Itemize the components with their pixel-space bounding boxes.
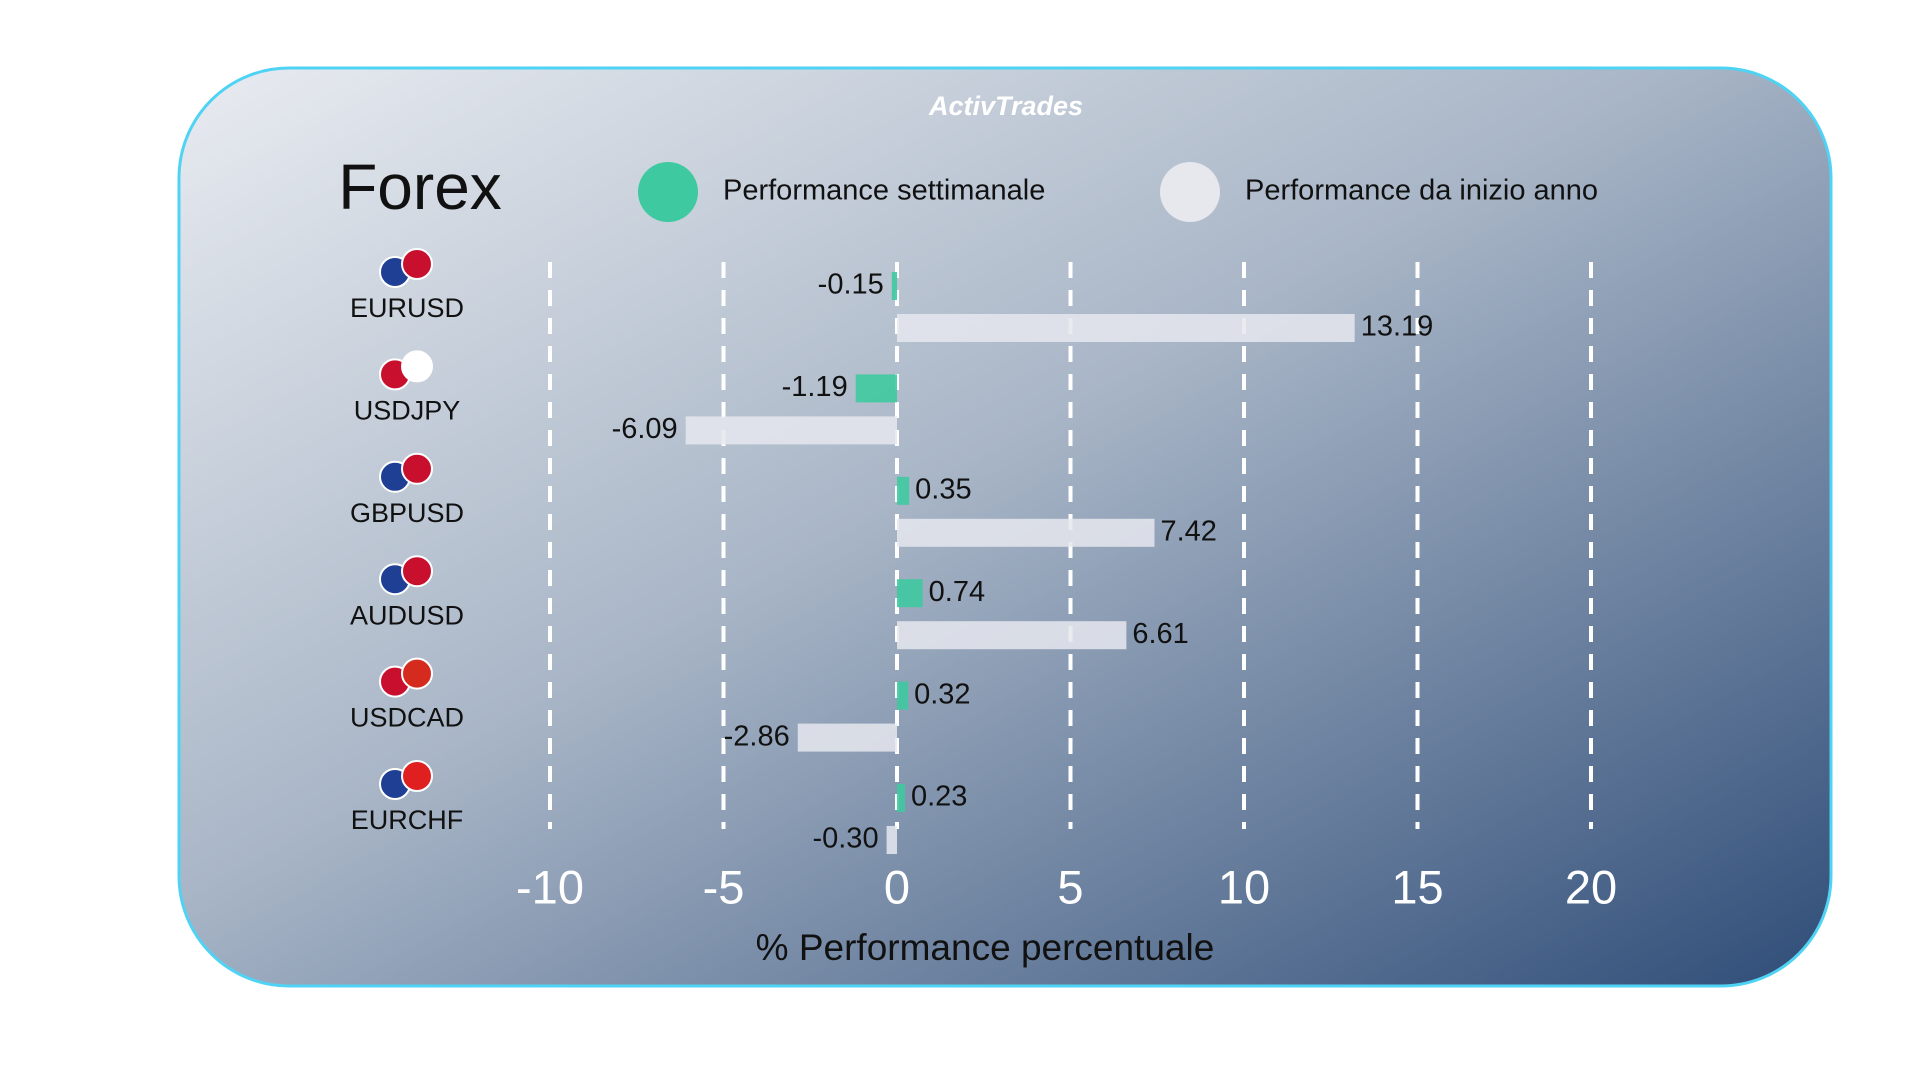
value-label: 0.35	[915, 473, 971, 505]
bar	[891, 272, 897, 300]
value-label: -1.19	[782, 371, 848, 403]
bar	[897, 681, 909, 710]
logo: ActivTrades	[928, 91, 1083, 121]
value-label: 0.74	[929, 576, 985, 608]
bar	[897, 784, 905, 812]
chart-title: Forex	[338, 151, 502, 223]
bar	[897, 579, 923, 608]
x-tick-label: -10	[516, 860, 584, 913]
legend-marker	[638, 162, 698, 222]
category-label: USDJPY	[354, 396, 461, 426]
bar	[797, 723, 897, 752]
bar	[855, 374, 897, 403]
flag	[401, 657, 433, 690]
value-label: -0.30	[812, 823, 878, 855]
flag	[401, 555, 433, 588]
flag	[401, 760, 433, 792]
bar	[897, 476, 910, 505]
x-tick-label: 15	[1391, 860, 1443, 913]
value-label: 6.61	[1132, 618, 1188, 650]
value-label: 13.19	[1361, 311, 1434, 343]
value-label: 0.32	[914, 678, 970, 710]
legend-label: Performance settimanale	[723, 175, 1045, 207]
x-tick-label: 5	[1057, 860, 1083, 913]
bar	[897, 314, 1355, 342]
value-label: -0.15	[818, 269, 884, 301]
category-label: AUDUSD	[350, 600, 464, 630]
bar	[897, 621, 1127, 650]
x-tick-label: 10	[1218, 860, 1270, 913]
category-label: USDCAD	[350, 703, 464, 733]
value-label: -2.86	[724, 720, 790, 752]
category-label: GBPUSD	[350, 498, 464, 528]
flag	[401, 452, 433, 485]
value-label: -6.09	[612, 413, 678, 445]
x-tick-label: 0	[884, 860, 910, 913]
bar	[685, 416, 897, 445]
value-label: 0.23	[911, 781, 967, 813]
x-tick-label: 20	[1565, 860, 1617, 913]
category-label: EURCHF	[351, 805, 464, 835]
bar	[886, 826, 897, 854]
flag	[401, 248, 433, 280]
legend-label: Performance da inizio anno	[1245, 175, 1598, 207]
bar	[897, 518, 1155, 547]
legend-marker	[1160, 162, 1220, 222]
category-label: EURUSD	[350, 293, 464, 323]
x-axis-label: % Performance percentuale	[756, 927, 1215, 968]
x-tick-label: -5	[703, 860, 745, 913]
value-label: 7.42	[1160, 515, 1216, 547]
flag	[401, 350, 433, 383]
